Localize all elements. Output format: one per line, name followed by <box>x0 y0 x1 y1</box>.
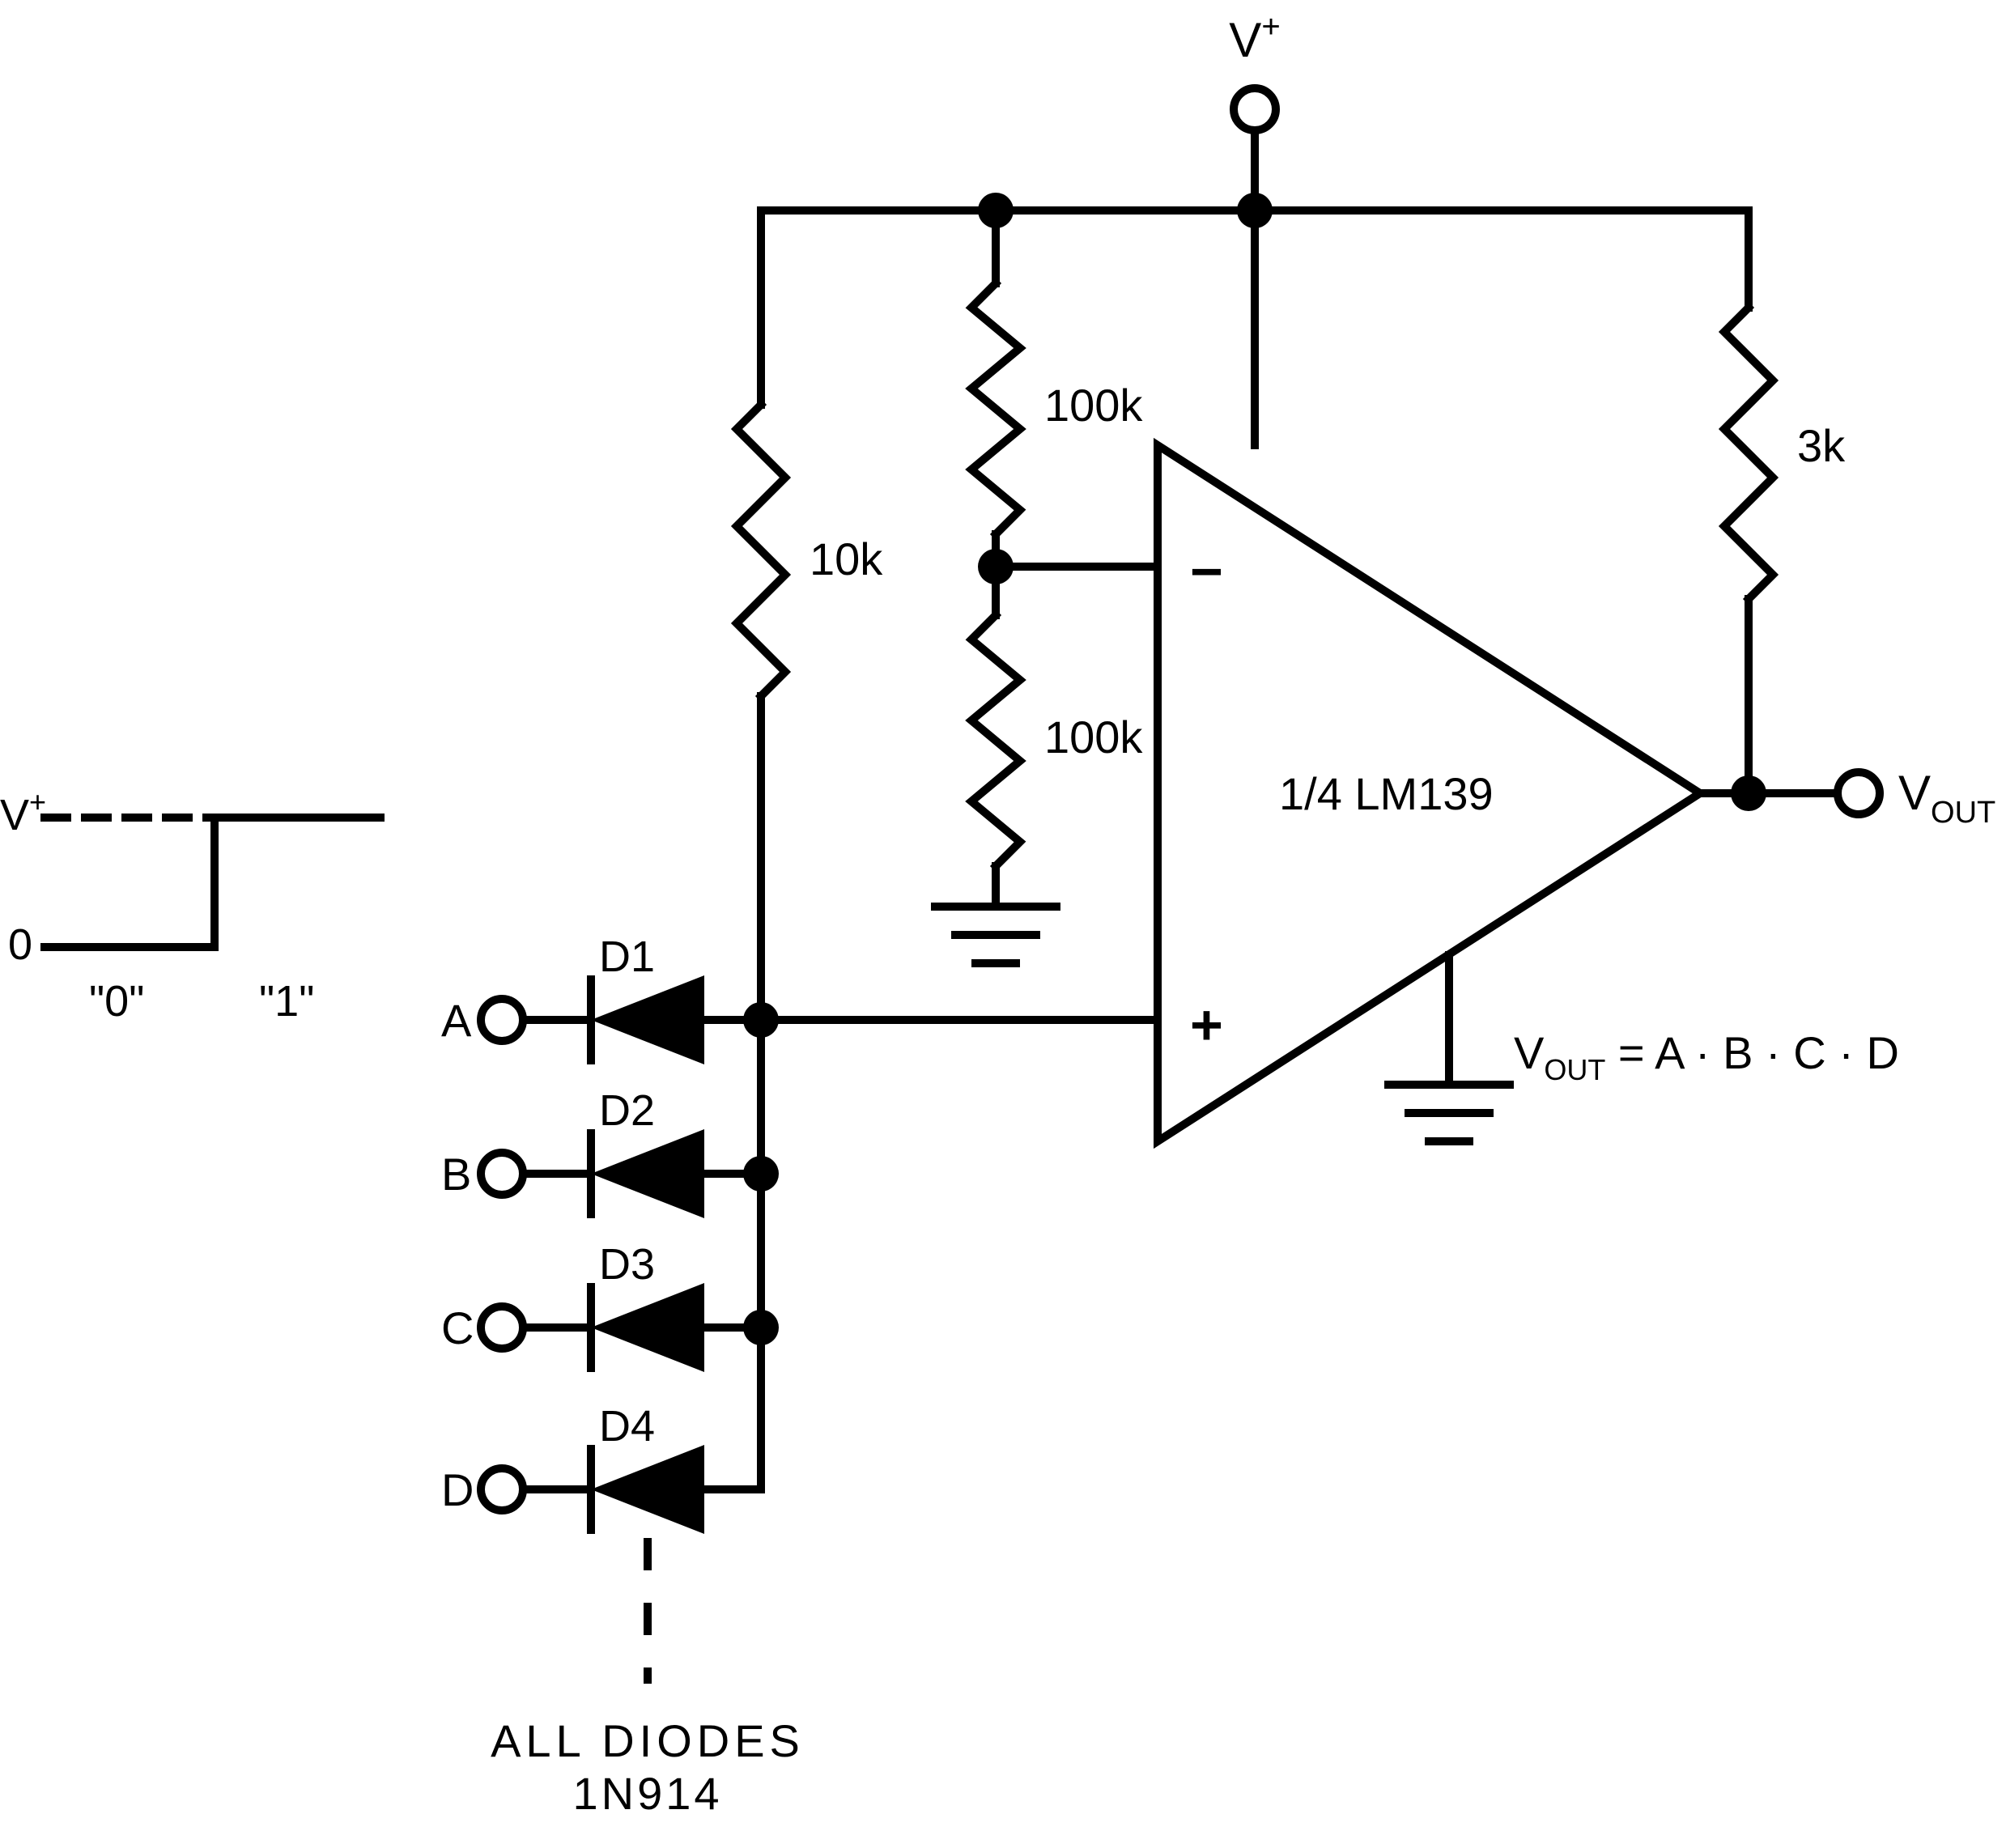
svg-text:VOUT: VOUT <box>1898 766 1995 830</box>
logic-waveform: V+ 0 "0" "1" <box>0 785 380 1026</box>
opamp-label: 1/4 LM139 <box>1279 768 1494 819</box>
resistor-r3: 3k <box>1724 210 1846 793</box>
schematic: V+ 0 "0" "1" V+ 10k 100k 10 <box>0 0 2006 1848</box>
d2-label: D2 <box>599 1086 655 1135</box>
input-a-label: A <box>441 995 472 1046</box>
diode-d1: A D1 <box>441 932 761 1064</box>
vout-terminal <box>1838 772 1880 814</box>
diode-note-2: 1N914 <box>572 1768 722 1819</box>
resistor-r2-bottom: 100k <box>971 567 1143 907</box>
r2-top-label: 100k <box>1044 380 1143 431</box>
input-c-terminal <box>481 1306 523 1349</box>
input-c-label: C <box>441 1302 474 1353</box>
d1-label: D1 <box>599 932 655 981</box>
r3-label: 3k <box>1797 420 1846 471</box>
equation: VOUT = A · B · C · D <box>1514 1027 1899 1086</box>
input-d-label: D <box>441 1464 474 1515</box>
resistor-r1: 10k <box>737 210 883 1020</box>
logic-1-label: "1" <box>259 977 314 1026</box>
input-b-label: B <box>441 1149 471 1200</box>
diode-d3: C D3 <box>441 1240 761 1372</box>
d4-label: D4 <box>599 1402 655 1451</box>
output: VOUT VOUT = A · B · C · D <box>1514 766 1995 1086</box>
logic-0-label: "0" <box>89 977 144 1026</box>
wave-zero-label: 0 <box>8 920 32 969</box>
r1-label: 10k <box>810 533 883 584</box>
vplus-terminal <box>1234 88 1276 130</box>
diode-d4: D D4 <box>441 1402 761 1534</box>
input-d-terminal <box>481 1468 523 1510</box>
ground-divider <box>935 907 1056 963</box>
diode-d2: B D2 <box>441 1086 761 1218</box>
vplus-supply: V+ <box>761 9 1749 445</box>
wave-vplus-label: V+ <box>0 785 46 839</box>
svg-text:V+: V+ <box>1229 9 1280 67</box>
input-a-terminal <box>481 999 523 1041</box>
d3-label: D3 <box>599 1240 655 1289</box>
resistor-r2-top: 100k <box>971 210 1143 567</box>
diode-note-1: ALL DIODES <box>491 1715 805 1766</box>
r2-bot-label: 100k <box>1044 712 1143 763</box>
opamp-minus: − <box>1190 540 1223 603</box>
input-b-terminal <box>481 1153 523 1195</box>
opamp-plus: + <box>1190 993 1223 1056</box>
